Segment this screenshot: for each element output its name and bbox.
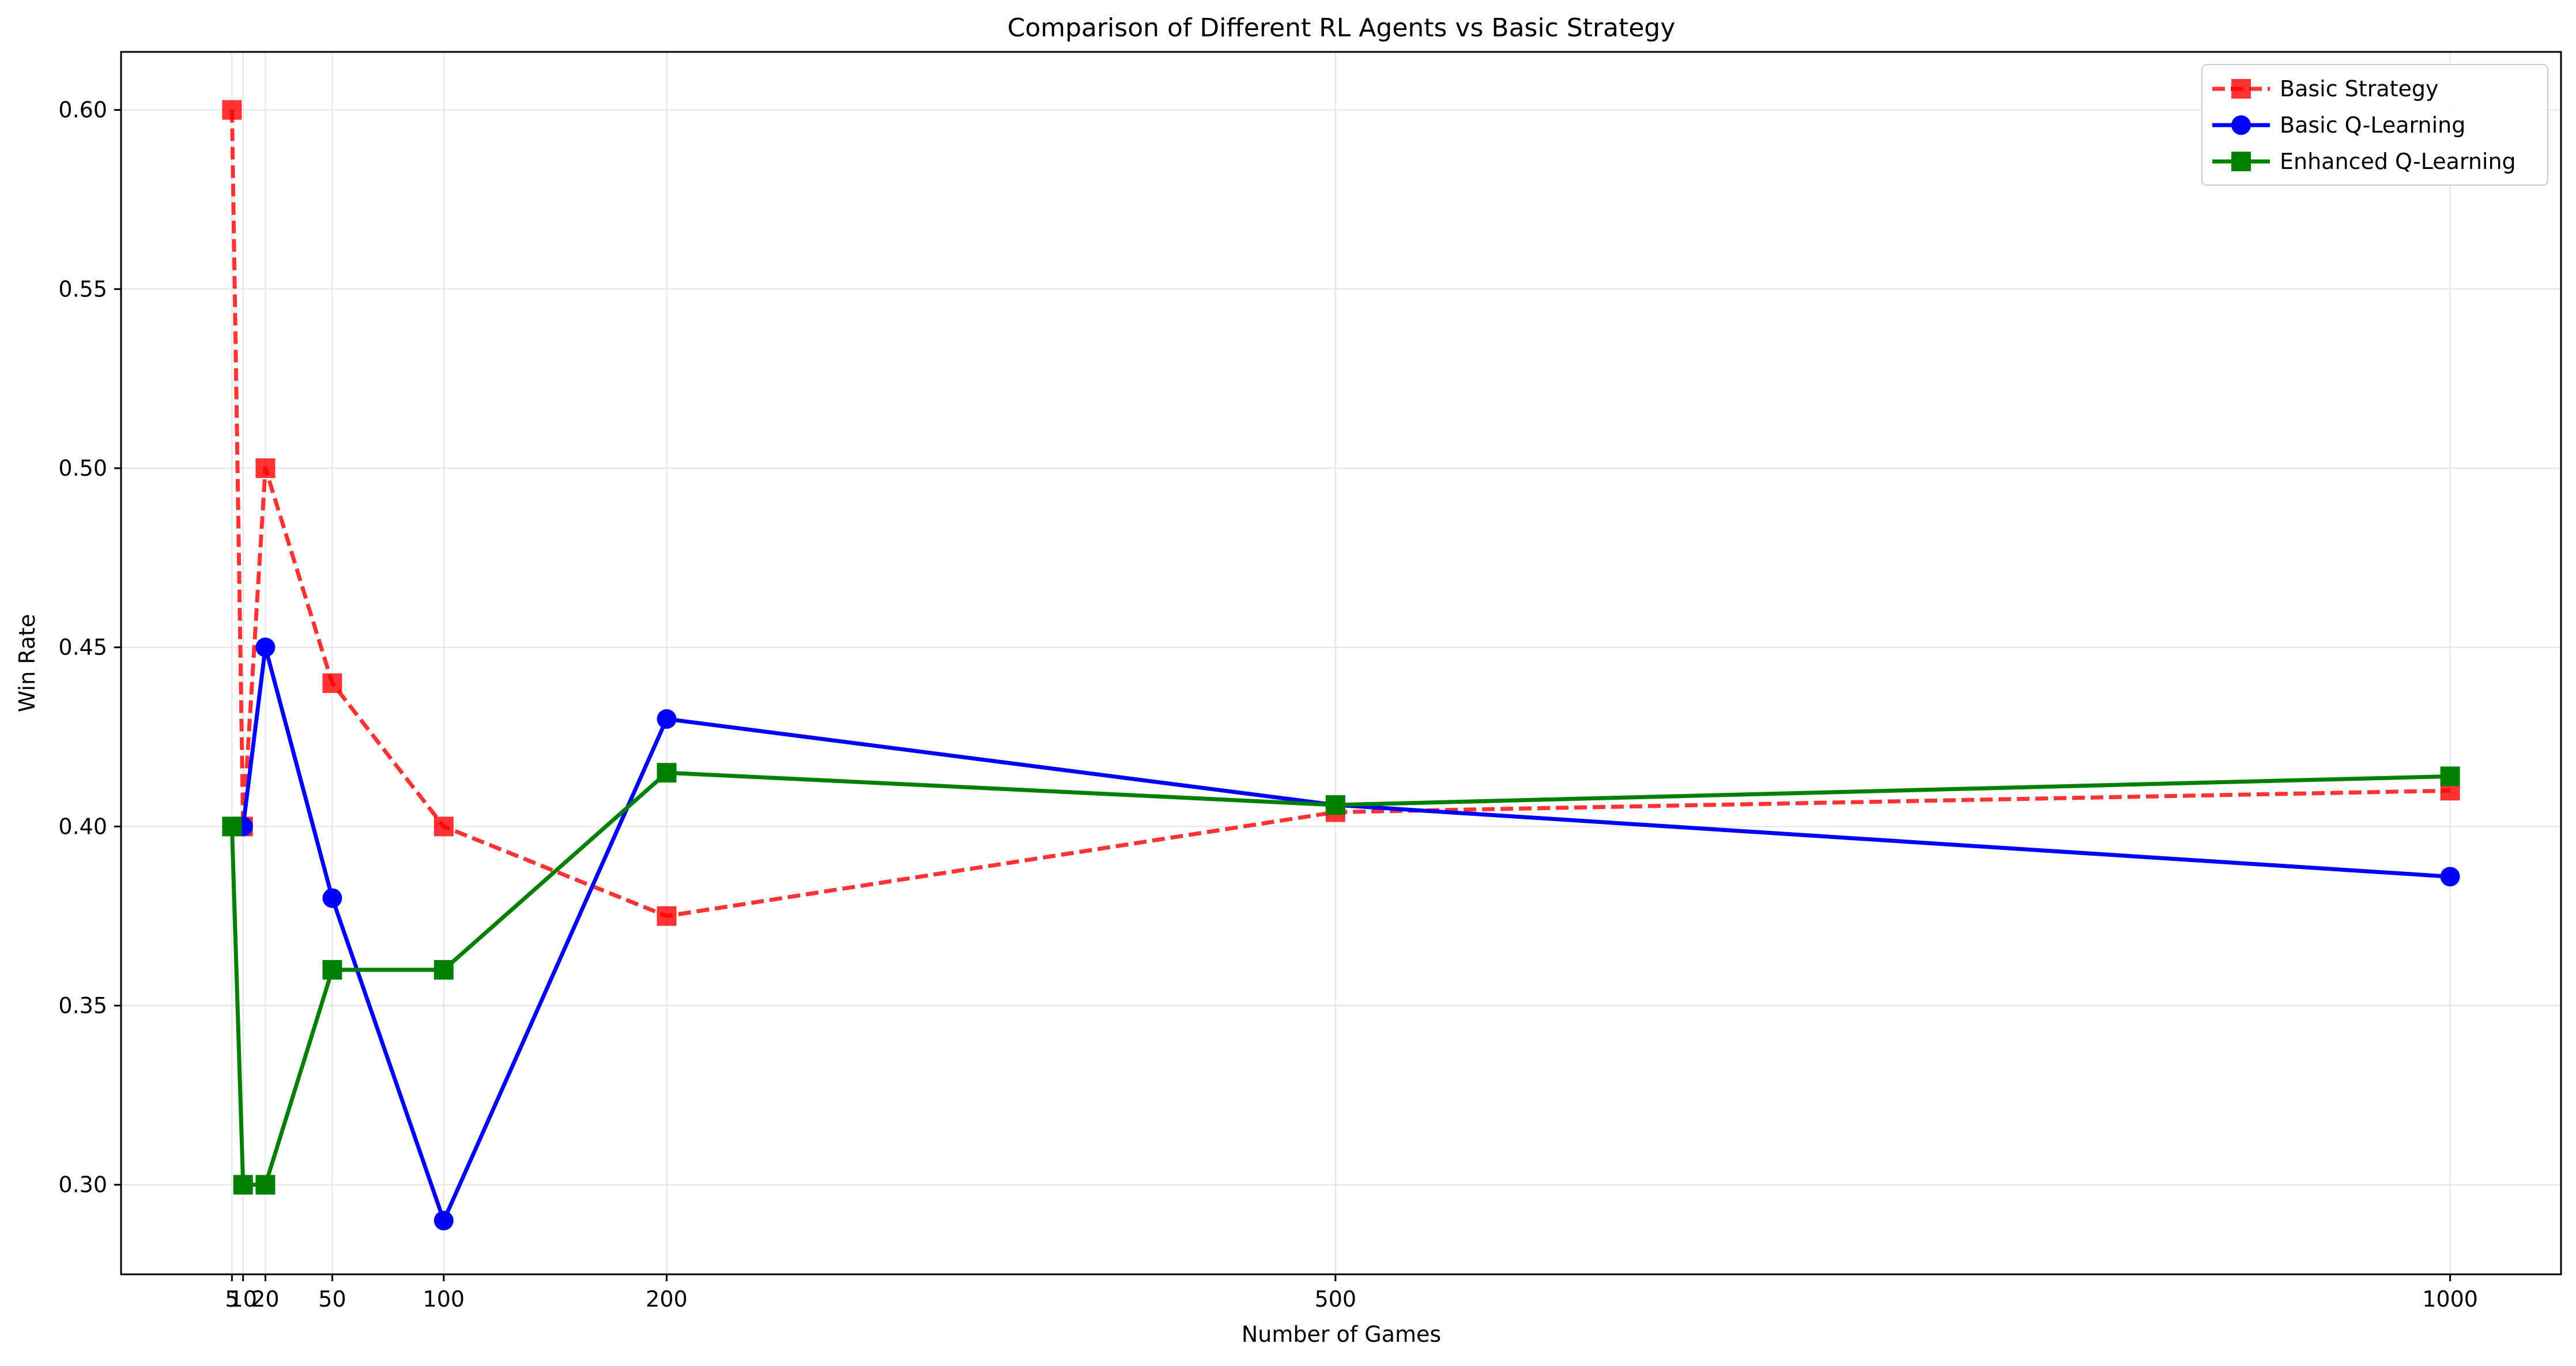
data-point — [255, 637, 276, 657]
data-point — [322, 959, 342, 980]
data-point — [433, 1210, 454, 1230]
x-tick-label: 200 — [646, 1286, 688, 1312]
data-point — [255, 458, 276, 478]
x-tick-label: 20 — [251, 1286, 279, 1312]
x-tick-label: 5 — [225, 1286, 239, 1312]
legend-label: Basic Strategy — [2280, 76, 2439, 101]
y-axis: 0.30 0.35 0.40 0.45 0.50 0.55 0.60 — [58, 97, 121, 1198]
data-point — [322, 888, 342, 908]
y-tick-label: 0.45 — [58, 635, 107, 660]
data-point — [222, 100, 242, 120]
y-tick-label: 0.50 — [58, 456, 107, 481]
legend: Basic Strategy Basic Q-Learning Enhanced Q… — [2201, 64, 2548, 186]
series-2 — [222, 763, 2460, 1195]
legend-item: Basic Q-Learning — [2212, 112, 2465, 138]
y-tick-label: 0.60 — [58, 97, 107, 123]
x-tick-label: 10 — [229, 1286, 257, 1312]
data-point — [657, 709, 677, 729]
x-tick-label: 50 — [318, 1286, 346, 1312]
y-axis-label: Win Rate — [14, 614, 40, 713]
data-point — [322, 673, 342, 693]
plot-area-frame — [120, 51, 2562, 1275]
chart-title: Comparison of Different RL Agents vs Bas… — [1008, 13, 1676, 43]
data-point — [657, 763, 677, 783]
x-tick-label: 1000 — [2422, 1286, 2478, 1312]
data-point — [255, 1175, 276, 1195]
y-tick-label: 0.35 — [58, 993, 107, 1018]
y-tick-label: 0.55 — [58, 276, 107, 302]
data-point — [233, 1175, 253, 1195]
y-tick-label: 0.30 — [58, 1172, 107, 1198]
series-lines — [222, 100, 2460, 1230]
data-point — [657, 906, 677, 926]
legend-label: Enhanced Q-Learning — [2280, 149, 2516, 174]
data-point — [2440, 867, 2460, 887]
legend-marker — [2231, 115, 2251, 135]
x-axis-label: Number of Games — [1242, 1322, 1441, 1347]
data-point — [433, 816, 454, 837]
series-line — [229, 110, 2450, 919]
legend-box — [2201, 64, 2548, 186]
data-point — [2440, 766, 2460, 787]
data-point — [1325, 795, 1345, 815]
x-tick-label: 100 — [423, 1286, 465, 1312]
legend-marker — [2231, 79, 2251, 99]
grid — [121, 52, 2561, 1274]
y-tick-label: 0.40 — [58, 814, 107, 839]
data-point — [222, 816, 242, 837]
legend-label: Basic Q-Learning — [2280, 112, 2465, 138]
data-point — [433, 959, 454, 980]
legend-item: Basic Strategy — [2212, 76, 2439, 101]
series-line — [232, 645, 2450, 1223]
x-tick-label: 500 — [1315, 1286, 1357, 1312]
legend-marker — [2231, 152, 2251, 171]
legend-item: Enhanced Q-Learning — [2212, 149, 2516, 174]
